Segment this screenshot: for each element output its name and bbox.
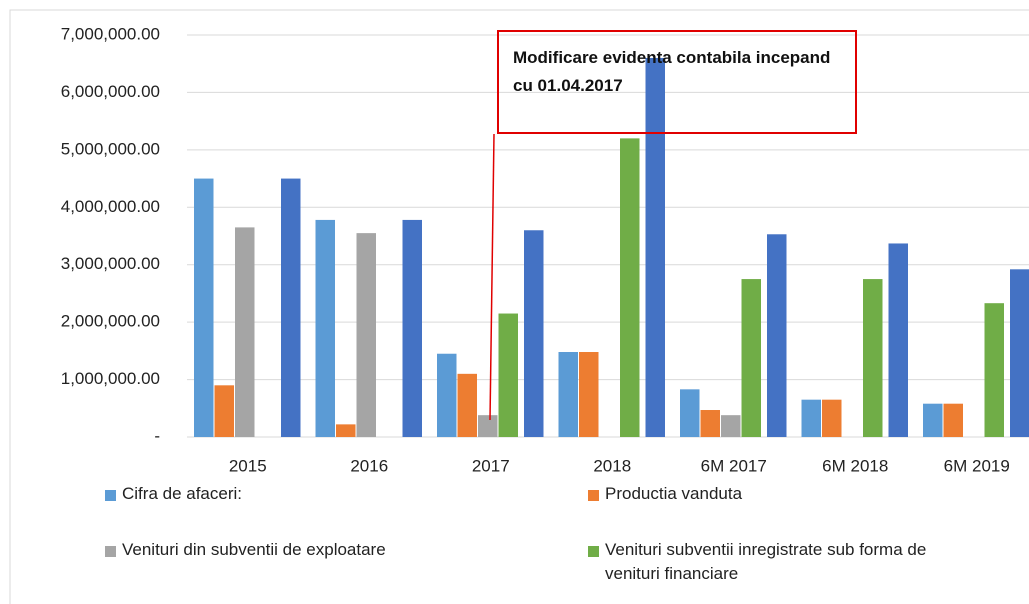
y-tick-label: 5,000,000.00 <box>61 139 160 158</box>
y-tick-label: 3,000,000.00 <box>61 254 160 273</box>
bar <box>984 303 1004 437</box>
bar <box>315 219 335 437</box>
bar <box>498 313 518 437</box>
bar <box>680 389 700 437</box>
legend-swatch <box>588 490 599 501</box>
bar <box>402 219 422 437</box>
legend-label: Venituri subventii inregistrate sub form… <box>605 540 927 583</box>
y-tick-label: 4,000,000.00 <box>61 197 160 216</box>
annotation-pointer <box>489 133 495 421</box>
bar <box>1010 269 1029 437</box>
x-tick-label: 2015 <box>229 456 267 475</box>
bar <box>579 352 599 437</box>
x-tick-label: 6M 2018 <box>822 456 888 475</box>
bar <box>235 227 255 437</box>
legend-label: Venituri din subventii de exploatare <box>122 540 386 559</box>
bar <box>721 415 741 437</box>
legend-swatch <box>105 490 116 501</box>
x-tick-label: 6M 2017 <box>701 456 767 475</box>
bar <box>336 424 356 437</box>
bar <box>558 352 578 437</box>
bar <box>645 57 665 437</box>
x-tick-label: 6M 2019 <box>944 456 1010 475</box>
x-tick-label: 2018 <box>593 456 631 475</box>
y-tick-label: 2,000,000.00 <box>61 312 160 331</box>
bar <box>457 373 477 437</box>
bar <box>822 399 842 437</box>
legend-item: Venituri subventii inregistrate sub form… <box>588 540 928 586</box>
bar <box>801 399 821 437</box>
x-tick-label: 2017 <box>472 456 510 475</box>
bar <box>943 403 963 437</box>
annotation: Modificare evidenta contabila incepand c… <box>497 30 857 134</box>
chart-frame <box>9 9 1029 604</box>
bar <box>767 234 787 437</box>
legend-swatch <box>105 546 116 557</box>
bar <box>863 279 883 437</box>
bar <box>620 138 640 437</box>
legend-item: Cifra de afaceri: <box>105 484 525 506</box>
y-tick-label: 7,000,000.00 <box>61 24 160 43</box>
bar <box>700 410 720 437</box>
bar <box>356 233 376 437</box>
bar <box>888 243 908 437</box>
bar <box>437 353 457 437</box>
legend-label: Productia vanduta <box>605 484 743 503</box>
bar <box>923 403 943 437</box>
legend-item: Venituri din subventii de exploatare <box>105 540 525 562</box>
y-tick-label: - <box>154 426 160 445</box>
legend-swatch <box>588 546 599 557</box>
y-tick-label: 1,000,000.00 <box>61 369 160 388</box>
bar <box>281 178 301 438</box>
bar <box>741 279 761 437</box>
legend-item: Productia vanduta <box>588 484 1008 506</box>
y-tick-label: 6,000,000.00 <box>61 82 160 101</box>
legend-label: Cifra de afaceri: <box>122 484 242 503</box>
bar <box>194 178 214 438</box>
bar <box>524 230 544 437</box>
bar <box>478 415 498 437</box>
bar <box>214 385 234 437</box>
x-tick-label: 2016 <box>350 456 388 475</box>
